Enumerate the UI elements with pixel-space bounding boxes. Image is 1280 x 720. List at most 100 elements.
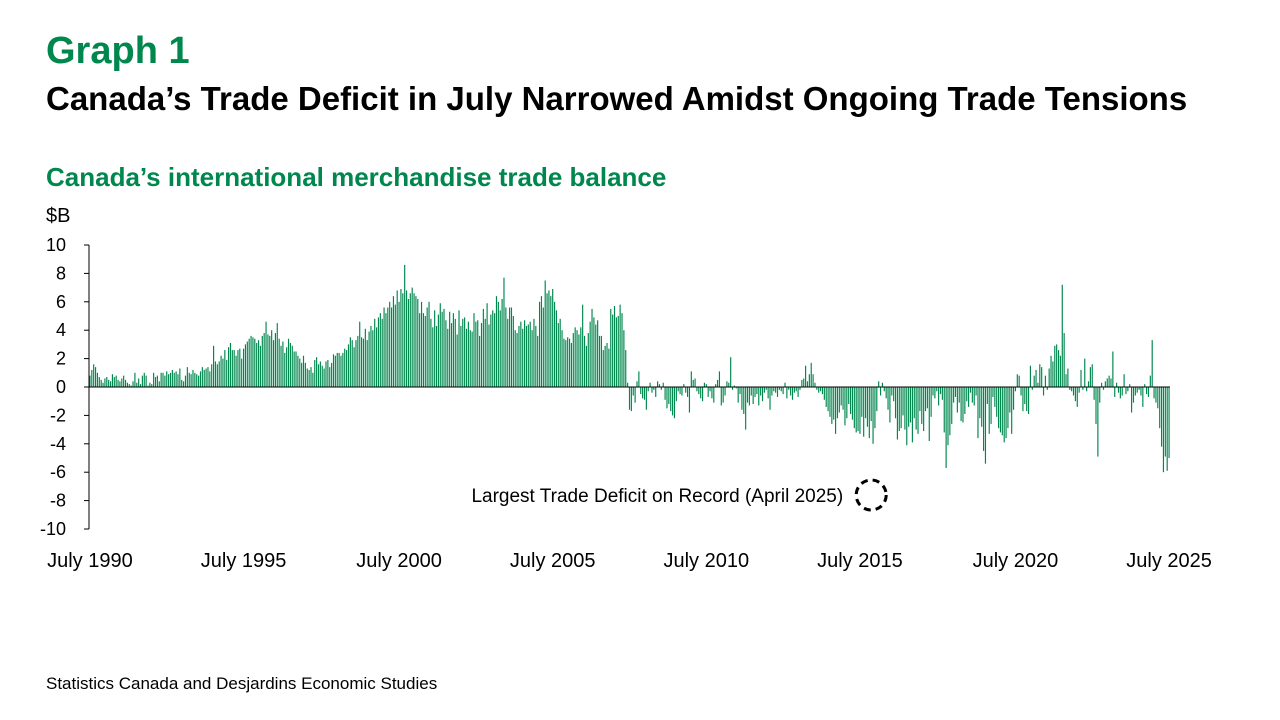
bar	[308, 369, 310, 387]
bar	[840, 387, 842, 406]
bar	[325, 361, 327, 387]
bar	[790, 387, 792, 396]
bar	[147, 385, 149, 387]
bar	[220, 355, 222, 387]
bar	[863, 387, 865, 437]
bar	[533, 318, 535, 387]
bar	[175, 371, 177, 387]
bar	[568, 338, 571, 387]
bar	[709, 387, 711, 392]
bar	[550, 296, 552, 387]
bar	[902, 387, 904, 416]
bar	[968, 387, 970, 407]
bar	[546, 293, 548, 387]
bar	[797, 387, 799, 397]
bar	[930, 387, 932, 417]
bar	[692, 379, 694, 387]
y-tick-label: -10	[40, 519, 66, 539]
bar	[979, 387, 981, 419]
x-tick-label: July 1995	[201, 550, 287, 572]
bar	[419, 313, 421, 387]
bar	[842, 387, 844, 410]
bar	[683, 384, 685, 387]
bar	[1160, 387, 1163, 447]
bar	[364, 328, 366, 387]
bar	[943, 387, 945, 433]
bar	[866, 387, 869, 427]
bar	[703, 382, 706, 387]
bar	[357, 335, 359, 387]
bar	[932, 387, 934, 396]
bar	[731, 387, 734, 390]
bar	[486, 303, 488, 387]
bar	[879, 387, 882, 396]
bar	[662, 382, 664, 387]
bar	[619, 304, 621, 387]
bar	[183, 381, 185, 387]
y-tick-label: 4	[56, 320, 66, 340]
bar	[259, 345, 261, 387]
bar	[274, 333, 276, 387]
bar	[312, 372, 314, 387]
bar	[1046, 387, 1048, 390]
bar	[1001, 387, 1003, 436]
bar	[1005, 387, 1007, 439]
bar	[784, 382, 786, 387]
bar	[241, 358, 243, 387]
bar	[239, 348, 241, 387]
bar	[389, 301, 391, 387]
bar	[878, 381, 880, 387]
bar	[673, 387, 676, 419]
bar	[1106, 378, 1108, 387]
bar	[91, 369, 93, 387]
bar	[552, 289, 554, 387]
bar	[145, 375, 147, 387]
bar	[353, 347, 355, 387]
bar	[392, 296, 395, 387]
bar	[992, 387, 994, 397]
x-tick-label: July 2000	[356, 550, 442, 572]
bar	[998, 387, 1000, 429]
bar	[194, 372, 196, 387]
bar	[1116, 382, 1118, 387]
bar	[688, 387, 691, 413]
bar	[1144, 384, 1146, 387]
bar	[379, 313, 381, 387]
bar	[1042, 387, 1045, 396]
bar	[385, 313, 387, 387]
bar	[520, 321, 522, 387]
bar	[591, 308, 593, 387]
bar	[514, 330, 516, 387]
bar	[467, 321, 469, 387]
bar	[93, 364, 95, 387]
y-axis-unit-label: $B	[46, 205, 71, 227]
bar	[720, 387, 722, 406]
bar	[1147, 387, 1150, 397]
bar	[454, 318, 456, 387]
bar	[480, 323, 483, 387]
bar	[227, 347, 230, 387]
bar	[108, 379, 110, 387]
y-tick-label: -6	[50, 462, 66, 482]
bar	[745, 387, 747, 430]
bar	[632, 387, 634, 396]
bar	[1009, 387, 1011, 413]
bar	[870, 387, 872, 422]
bar	[282, 341, 284, 387]
bar	[297, 355, 299, 387]
bar	[188, 372, 190, 387]
bar	[164, 375, 166, 387]
bar	[1078, 387, 1080, 393]
bar	[600, 335, 602, 387]
bar	[201, 367, 203, 387]
axes-group: 10 8 6 4 2 0 -2 -4 -6 -8 -10 July 1990 July 1995 July…	[40, 235, 1212, 572]
bar	[848, 387, 850, 405]
bar	[317, 364, 320, 387]
bar	[407, 298, 410, 387]
bar	[272, 340, 275, 387]
bar	[295, 351, 297, 387]
bar	[685, 387, 687, 393]
bar	[538, 301, 541, 387]
bar	[761, 387, 764, 402]
bar	[883, 387, 885, 392]
